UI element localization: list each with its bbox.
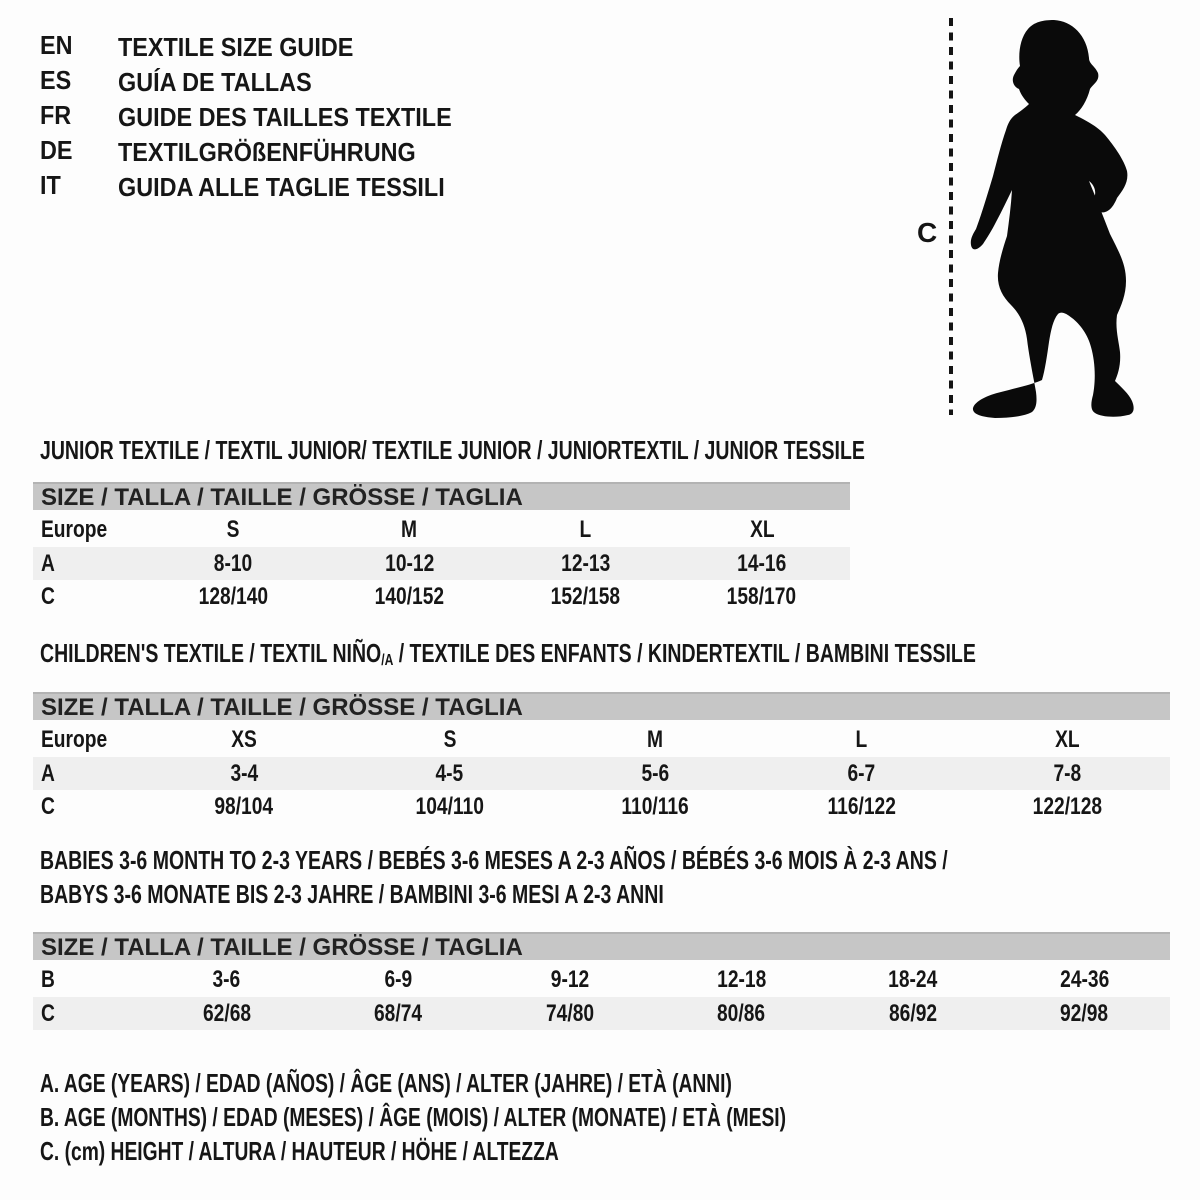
row-label: A	[41, 759, 55, 787]
lang-code-it: IT	[40, 170, 61, 200]
toddler-figure: C	[917, 18, 1134, 418]
toddler-silhouette	[970, 20, 1134, 418]
children-section-title: CHILDREN'S TEXTILE / TEXTIL NIÑO/A / TEX…	[40, 638, 976, 669]
cell: S	[226, 516, 240, 543]
cell: 98/104	[214, 792, 274, 820]
legend-line-c: C. (cm) HEIGHT / ALTURA / HAUTEUR / HÖHE…	[40, 1136, 559, 1166]
lang-title-de: TEXTILGRÖßENFÜHRUNG	[118, 137, 416, 167]
cell: 3-4	[230, 759, 258, 787]
junior-size-table: SIZE / TALLA / TAILLE / GRÖSSE / TAGLIA …	[33, 482, 850, 613]
lang-code-fr: FR	[40, 100, 72, 130]
cell: 158/170	[727, 582, 797, 610]
measurement-legend: A. AGE (YEARS) / EDAD (AÑOS) / ÂGE (ANS)…	[40, 1066, 1048, 1168]
table-row: Europe S M L XL	[33, 513, 850, 547]
cell: 92/98	[1060, 999, 1109, 1027]
row-label: C	[41, 999, 55, 1027]
table-row: A 3-4 4-5 5-6 6-7 7-8	[33, 757, 1170, 790]
cell: M	[401, 516, 418, 543]
lang-row-de: DE TEXTILGRÖßENFÜHRUNG	[40, 135, 489, 170]
junior-size-header: SIZE / TALLA / TAILLE / GRÖSSE / TAGLIA	[33, 482, 850, 511]
row-label: C	[41, 792, 55, 820]
legend-line-b: B. AGE (MONTHS) / EDAD (MESES) / ÂGE (MO…	[40, 1102, 787, 1132]
babies-section-title-line2: BABYS 3-6 MONATE BIS 2-3 JAHRE / BAMBINI…	[40, 879, 664, 909]
cell: 128/140	[198, 582, 268, 610]
lang-row-it: IT GUIDA ALLE TAGLIE TESSILI	[40, 170, 489, 205]
lang-row-fr: FR GUIDE DES TAILLES TEXTILE	[40, 100, 489, 135]
cell: 80/86	[717, 999, 766, 1027]
cell: 24-36	[1059, 966, 1109, 993]
cell: 6-7	[847, 759, 876, 787]
lang-title-it: GUIDA ALLE TAGLIE TESSILI	[118, 172, 445, 202]
cell: 62/68	[202, 999, 251, 1027]
cell: XS	[231, 726, 257, 753]
lang-code-es: ES	[40, 65, 72, 95]
cell: 116/122	[827, 792, 896, 820]
cell: 140/152	[374, 582, 445, 610]
row-label: Europe	[41, 726, 108, 753]
table-row: Europe XS S M L XL	[33, 723, 1170, 757]
cell: 86/92	[888, 999, 937, 1027]
cell: 122/128	[1032, 792, 1102, 820]
cell: 10-12	[384, 549, 434, 577]
table-row: B 3-6 6-9 9-12 12-18 18-24 24-36	[33, 963, 1170, 997]
row-label: C	[41, 582, 55, 610]
lang-title-es: GUÍA DE TALLAS	[118, 67, 312, 97]
height-label: C	[917, 217, 937, 248]
lang-row-es: ES GUÍA DE TALLAS	[40, 65, 489, 100]
children-size-header: SIZE / TALLA / TAILLE / GRÖSSE / TAGLIA	[33, 692, 1170, 721]
cell: S	[443, 726, 457, 753]
babies-section-title-line1: BABIES 3-6 MONTH TO 2-3 YEARS / BEBÉS 3-…	[40, 845, 948, 875]
lang-row-en: EN TEXTILE SIZE GUIDE	[40, 30, 489, 65]
table-row: C 98/104 104/110 110/116 116/122 122/128	[33, 790, 1170, 823]
legend-line-a: A. AGE (YEARS) / EDAD (AÑOS) / ÂGE (ANS)…	[40, 1068, 732, 1098]
lang-title-fr: GUIDE DES TAILLES TEXTILE	[118, 102, 452, 132]
children-size-table: SIZE / TALLA / TAILLE / GRÖSSE / TAGLIA …	[33, 692, 1170, 823]
cell: 74/80	[545, 999, 594, 1027]
cell: 18-24	[888, 966, 938, 993]
cell: 6-9	[384, 966, 413, 993]
nino-a-subscript: /A	[381, 650, 394, 669]
cell: 4-5	[435, 759, 464, 787]
cell: 12-13	[561, 549, 611, 577]
table-row: C 62/68 68/74 74/80 80/86 86/92 92/98	[33, 997, 1170, 1030]
cell: L	[579, 516, 592, 543]
lang-code-en: EN	[40, 30, 73, 60]
table-row: A 8-10 10-12 12-13 14-16	[33, 547, 850, 580]
lang-code-de: DE	[40, 135, 73, 165]
row-label: A	[41, 549, 55, 577]
row-label: B	[41, 966, 55, 993]
cell: 9-12	[550, 966, 589, 993]
babies-size-header: SIZE / TALLA / TAILLE / GRÖSSE / TAGLIA	[33, 932, 1170, 961]
cell: 110/116	[621, 792, 690, 820]
junior-section-title: JUNIOR TEXTILE / TEXTIL JUNIOR/ TEXTILE …	[40, 435, 865, 465]
cell: 8-10	[213, 549, 253, 577]
cell: 14-16	[737, 549, 787, 577]
language-title-list: EN TEXTILE SIZE GUIDE ES GUÍA DE TALLAS …	[40, 30, 489, 205]
cell: 152/158	[550, 582, 621, 610]
cell: XL	[749, 516, 775, 543]
cell: 7-8	[1053, 759, 1081, 787]
row-label: Europe	[41, 516, 108, 543]
cell: L	[855, 726, 868, 753]
cell: 68/74	[374, 999, 423, 1027]
table-row: C 128/140 140/152 152/158 158/170	[33, 580, 850, 613]
cell: 104/110	[415, 792, 484, 820]
babies-size-table: SIZE / TALLA / TAILLE / GRÖSSE / TAGLIA …	[33, 932, 1170, 1030]
cell: M	[647, 726, 664, 753]
cell: 12-18	[716, 966, 766, 993]
cell: XL	[1054, 726, 1080, 753]
cell: 3-6	[212, 966, 241, 993]
lang-title-en: TEXTILE SIZE GUIDE	[118, 32, 354, 62]
cell: 5-6	[641, 759, 670, 787]
